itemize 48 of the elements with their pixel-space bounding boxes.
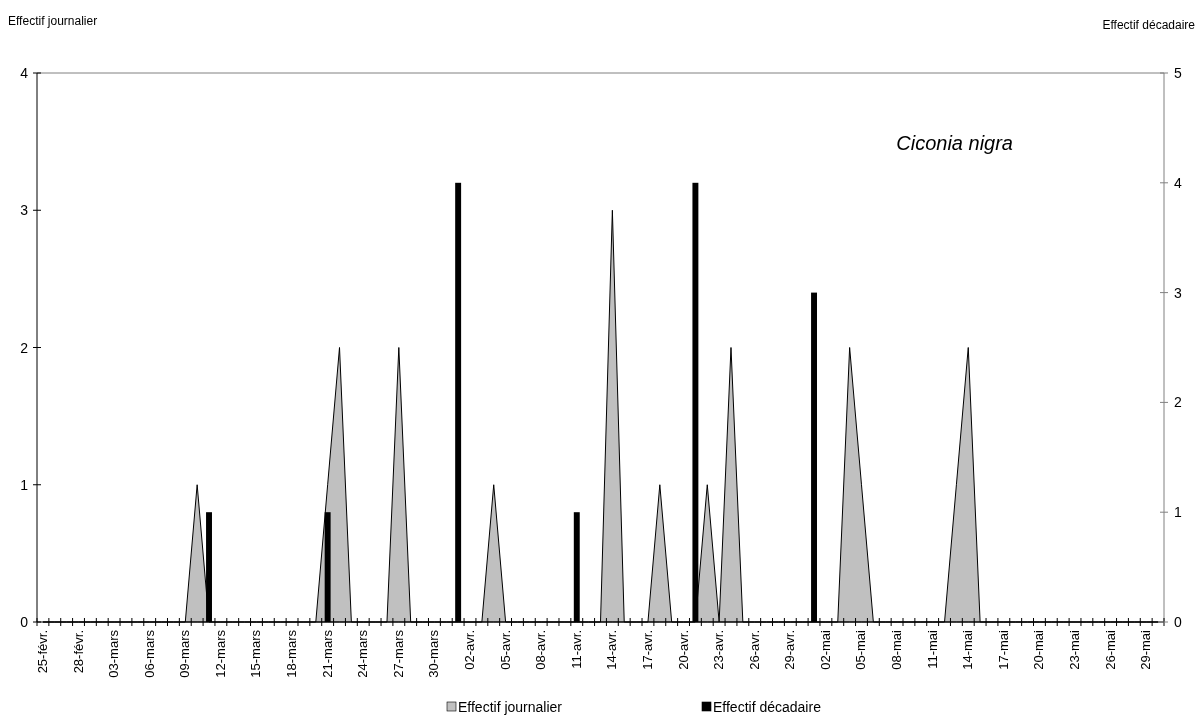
x-tick-label: 12-mars xyxy=(212,629,228,678)
x-tick-label: 23-mai xyxy=(1067,629,1083,670)
x-tick-label: 05-mai xyxy=(853,629,869,670)
x-tick-label: 24-mars xyxy=(355,629,371,678)
x-tick-label: 08-avr. xyxy=(533,630,549,670)
x-tick-label: 25-févr. xyxy=(34,630,50,674)
y2-tick-label: 3 xyxy=(1174,284,1182,301)
y-tick-label: 0 xyxy=(20,614,29,630)
x-tick-label: 29-avr. xyxy=(782,630,798,670)
y2-tick-label: 2 xyxy=(1174,394,1182,411)
annotation: Ciconia nigra xyxy=(896,132,1013,154)
x-tick-label: 26-avr. xyxy=(746,630,762,670)
x-tick-label: 21-mars xyxy=(319,629,335,678)
x-tick-label: 28-févr. xyxy=(70,630,86,674)
x-tick-label: 20-avr. xyxy=(675,630,691,670)
y-tick-label: 4 xyxy=(20,65,29,81)
x-tick-label: 14-mai xyxy=(960,629,976,670)
x-tick-label: 11-mai xyxy=(924,629,940,669)
x-tick-label: 29-mai xyxy=(1138,629,1154,670)
x-tick-label: 14-avr. xyxy=(604,630,620,670)
y2-axis-title: Effectif décadaire xyxy=(1102,18,1196,32)
x-tick-label: 23-avr. xyxy=(711,630,727,670)
y2-tick-label: 0 xyxy=(1174,614,1182,630)
x-tick-label: 02-mai xyxy=(817,629,833,670)
x-tick-label: 20-mai xyxy=(1031,629,1047,670)
x-tick-label: 06-mars xyxy=(141,629,157,678)
x-tick-label: 08-mai xyxy=(889,629,905,670)
x-tick-label: 30-mars xyxy=(426,629,442,678)
x-tick-label: 02-avr. xyxy=(462,630,478,670)
y-axis-title: Effectif journalier xyxy=(8,14,98,28)
y2-tick-label: 1 xyxy=(1174,504,1182,521)
x-tick-label: 11-avr. xyxy=(568,630,584,669)
x-tick-label: 27-mars xyxy=(390,629,406,678)
y-tick-label: 2 xyxy=(20,339,29,356)
x-tick-label: 18-mars xyxy=(284,629,300,678)
x-tick-label: 17-avr. xyxy=(639,630,655,670)
x-tick-label: 09-mars xyxy=(177,629,193,678)
y2-tick-label: 5 xyxy=(1174,65,1182,81)
legend-label: Effectif décadaire xyxy=(713,699,822,715)
legend-label: Effectif journalier xyxy=(458,699,563,715)
x-tick-label: 03-mars xyxy=(106,629,122,678)
x-tick-label: 26-mai xyxy=(1102,629,1118,670)
y-tick-label: 3 xyxy=(20,202,29,219)
y2-tick-label: 4 xyxy=(1174,174,1182,191)
x-tick-label: 15-mars xyxy=(248,629,264,678)
y-tick-label: 1 xyxy=(20,476,29,493)
x-tick-label: 17-mai xyxy=(995,629,1011,670)
x-tick-label: 05-avr. xyxy=(497,630,513,670)
